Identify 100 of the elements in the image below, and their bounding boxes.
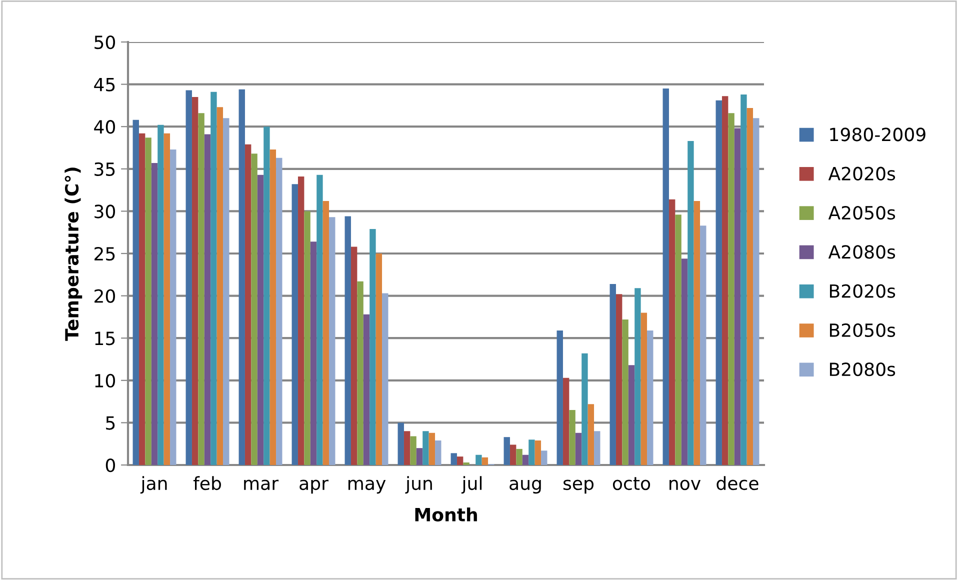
x-tick-label: jul [461, 476, 482, 494]
bar [350, 246, 358, 465]
bar [594, 431, 600, 465]
bar [556, 330, 563, 465]
bar [223, 118, 230, 465]
bar [694, 201, 700, 465]
y-tick-label: 25 [94, 246, 115, 261]
bar [244, 144, 252, 465]
legend-label: A2020s [828, 166, 896, 180]
bar [569, 410, 576, 465]
x-tick-label: sep [563, 480, 594, 494]
bar [316, 174, 323, 465]
bar [688, 140, 694, 465]
bar [276, 158, 282, 465]
y-axis-title: Temperature (C°) [64, 168, 82, 341]
x-tick-label: dece [716, 476, 758, 490]
bar [541, 450, 548, 465]
bar [132, 120, 139, 465]
bar [398, 422, 404, 465]
bar [170, 149, 176, 465]
bar [322, 201, 330, 465]
bar [435, 440, 442, 465]
y-tick-label: 0 [106, 458, 115, 472]
bar [716, 100, 722, 465]
bar [575, 432, 582, 465]
bar [210, 92, 217, 465]
y-tick-label: 45 [94, 78, 115, 92]
bar [422, 431, 429, 465]
bar [270, 149, 276, 465]
bar [357, 281, 364, 465]
legend-label: A2050s [828, 206, 896, 220]
bar [662, 88, 669, 465]
bar [463, 462, 470, 465]
bar [363, 314, 370, 465]
bar [304, 211, 310, 465]
bar [192, 96, 198, 465]
bar [344, 216, 351, 465]
bar [647, 330, 654, 465]
y-tick-label: 10 [95, 374, 115, 388]
bar [746, 108, 754, 465]
legend-label: A2080s [828, 245, 896, 259]
bar [257, 174, 264, 465]
bar [740, 94, 747, 465]
bar [292, 184, 298, 465]
x-tick-label: octo [612, 477, 650, 490]
bar [264, 126, 270, 465]
bar [376, 254, 382, 465]
bar [138, 133, 146, 465]
bar [482, 457, 488, 465]
legend-label: B2050s [830, 323, 896, 338]
y-tick-label: 20 [94, 289, 115, 303]
bar [238, 89, 245, 465]
bar [298, 176, 304, 465]
bar [510, 444, 516, 465]
bar [416, 448, 423, 465]
bar [622, 319, 628, 465]
bar [734, 128, 741, 465]
bar [528, 440, 535, 465]
bar [722, 96, 728, 465]
bar [428, 432, 436, 465]
bar [204, 134, 211, 465]
bar [456, 456, 464, 465]
bar [310, 242, 317, 465]
bar [382, 293, 388, 465]
bar [534, 440, 542, 465]
bar [522, 454, 529, 465]
bar [404, 431, 410, 465]
x-tick-label: nov [670, 480, 701, 490]
bar [516, 448, 522, 465]
bar [164, 133, 170, 465]
x-tick-label: mar [244, 480, 279, 490]
bar [198, 113, 204, 465]
y-tick-label: 15 [95, 332, 115, 346]
bar [616, 294, 622, 465]
y-tick-label: 5 [106, 416, 115, 430]
x-tick-label: jan [140, 476, 167, 494]
bar [562, 378, 570, 465]
bar [582, 353, 588, 465]
bar [700, 226, 706, 465]
x-tick-label: may [348, 480, 386, 494]
x-axis-title: Month [415, 507, 477, 522]
legend-label: B2080s [830, 362, 896, 376]
y-tick-label: 50 [94, 35, 115, 50]
bar [675, 214, 682, 465]
bar [145, 138, 152, 465]
bar [668, 199, 676, 465]
x-tick-label: jun [405, 476, 432, 494]
bar [728, 113, 734, 465]
x-tick-label: aug [510, 480, 541, 494]
x-tick-label: apr [300, 480, 328, 494]
bar [681, 258, 688, 465]
x-tick-label: feb [193, 476, 221, 490]
bar [151, 162, 158, 465]
bar [476, 454, 482, 465]
bar [634, 288, 641, 465]
bar [410, 436, 416, 465]
bar [329, 217, 336, 465]
legend-label: 1980-2009 [830, 128, 926, 142]
y-tick-label: 30 [94, 204, 115, 218]
bar [628, 365, 635, 465]
